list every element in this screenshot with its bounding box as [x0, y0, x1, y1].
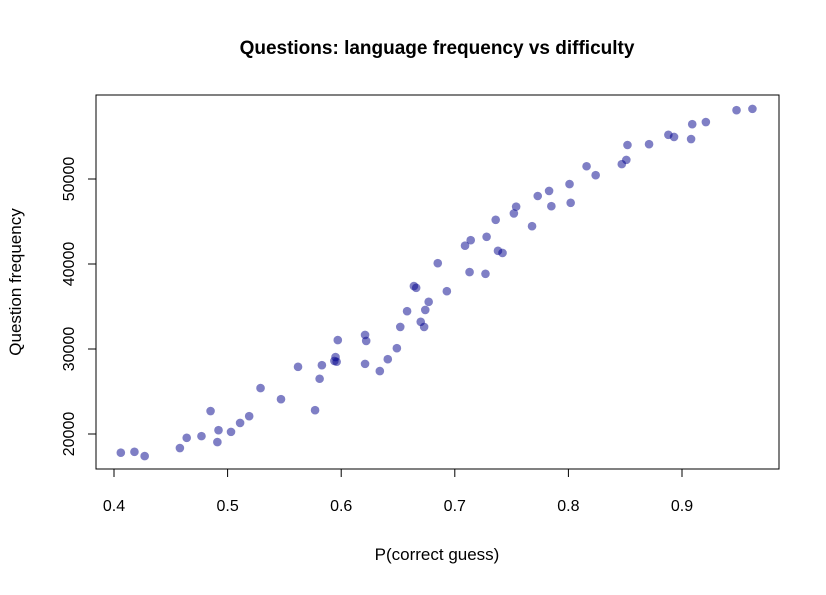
data-point [140, 451, 149, 461]
data-point [375, 366, 385, 376]
x-tick-label: 0.6 [330, 498, 352, 515]
data-point [383, 354, 393, 364]
data-point [424, 297, 433, 307]
data-point [460, 241, 470, 251]
x-tick-label: 0.4 [103, 498, 125, 515]
y-tick-label: 30000 [61, 327, 78, 372]
chart-title: Questions: language frequency vs difficu… [240, 38, 635, 59]
data-point [686, 134, 696, 144]
data-point [116, 448, 126, 458]
data-point [533, 191, 543, 201]
data-point [182, 433, 192, 443]
x-axis: 0.4 0.5 0.6 0.7 0.8 0.9 [103, 468, 693, 515]
data-point [256, 383, 265, 393]
data-point [547, 201, 556, 211]
data-point [511, 202, 521, 211]
data-point [392, 343, 402, 353]
data-point [130, 447, 139, 457]
data-point [669, 132, 679, 142]
data-point [235, 418, 245, 428]
data-point [644, 139, 654, 149]
data-point [395, 322, 405, 332]
data-point [402, 306, 412, 316]
x-tick-label: 0.5 [216, 498, 238, 515]
data-point [566, 198, 575, 208]
data-point [276, 394, 286, 404]
data-point [315, 374, 324, 384]
plot-frame [95, 94, 780, 470]
data-point [411, 283, 421, 293]
data-point [226, 427, 236, 437]
data-point [732, 105, 741, 115]
data-point [498, 248, 507, 258]
data-point [175, 443, 185, 453]
data-point [748, 104, 757, 114]
y-axis: 20000 30000 40000 50000 [61, 157, 97, 457]
data-point [332, 357, 341, 367]
data-point [361, 336, 371, 346]
data-point [420, 305, 430, 315]
data-point [701, 117, 711, 127]
data-point [293, 362, 303, 372]
data-point [360, 359, 370, 369]
data-point [565, 179, 574, 189]
data-point [433, 258, 443, 268]
y-tick-label: 40000 [61, 242, 78, 287]
data-point [582, 161, 591, 171]
data-point [544, 186, 554, 196]
y-axis-label: Question frequency [6, 208, 25, 356]
data-point [591, 170, 600, 180]
y-tick-label: 20000 [61, 412, 78, 457]
data-point [622, 155, 631, 165]
data-point [509, 209, 519, 218]
x-tick-label: 0.9 [671, 498, 693, 515]
data-point [214, 425, 223, 435]
y-tick-label: 50000 [61, 157, 78, 202]
x-axis-label: P(correct guess) [375, 545, 500, 564]
data-point [244, 411, 254, 421]
data-point [481, 269, 490, 279]
data-point [333, 335, 343, 345]
data-point [527, 221, 537, 231]
x-tick-label: 0.7 [444, 498, 466, 515]
x-tick-label: 0.8 [557, 498, 579, 515]
data-points [116, 104, 757, 461]
data-point [197, 431, 206, 441]
data-point [206, 406, 215, 416]
data-point [482, 232, 491, 242]
data-point [419, 322, 429, 332]
data-point [491, 215, 500, 225]
data-point [442, 286, 452, 296]
data-point [465, 267, 474, 277]
data-point [213, 437, 222, 447]
data-point [687, 119, 697, 129]
data-point [317, 360, 327, 370]
data-point [310, 405, 320, 415]
data-point [466, 235, 476, 245]
data-point [623, 140, 632, 150]
